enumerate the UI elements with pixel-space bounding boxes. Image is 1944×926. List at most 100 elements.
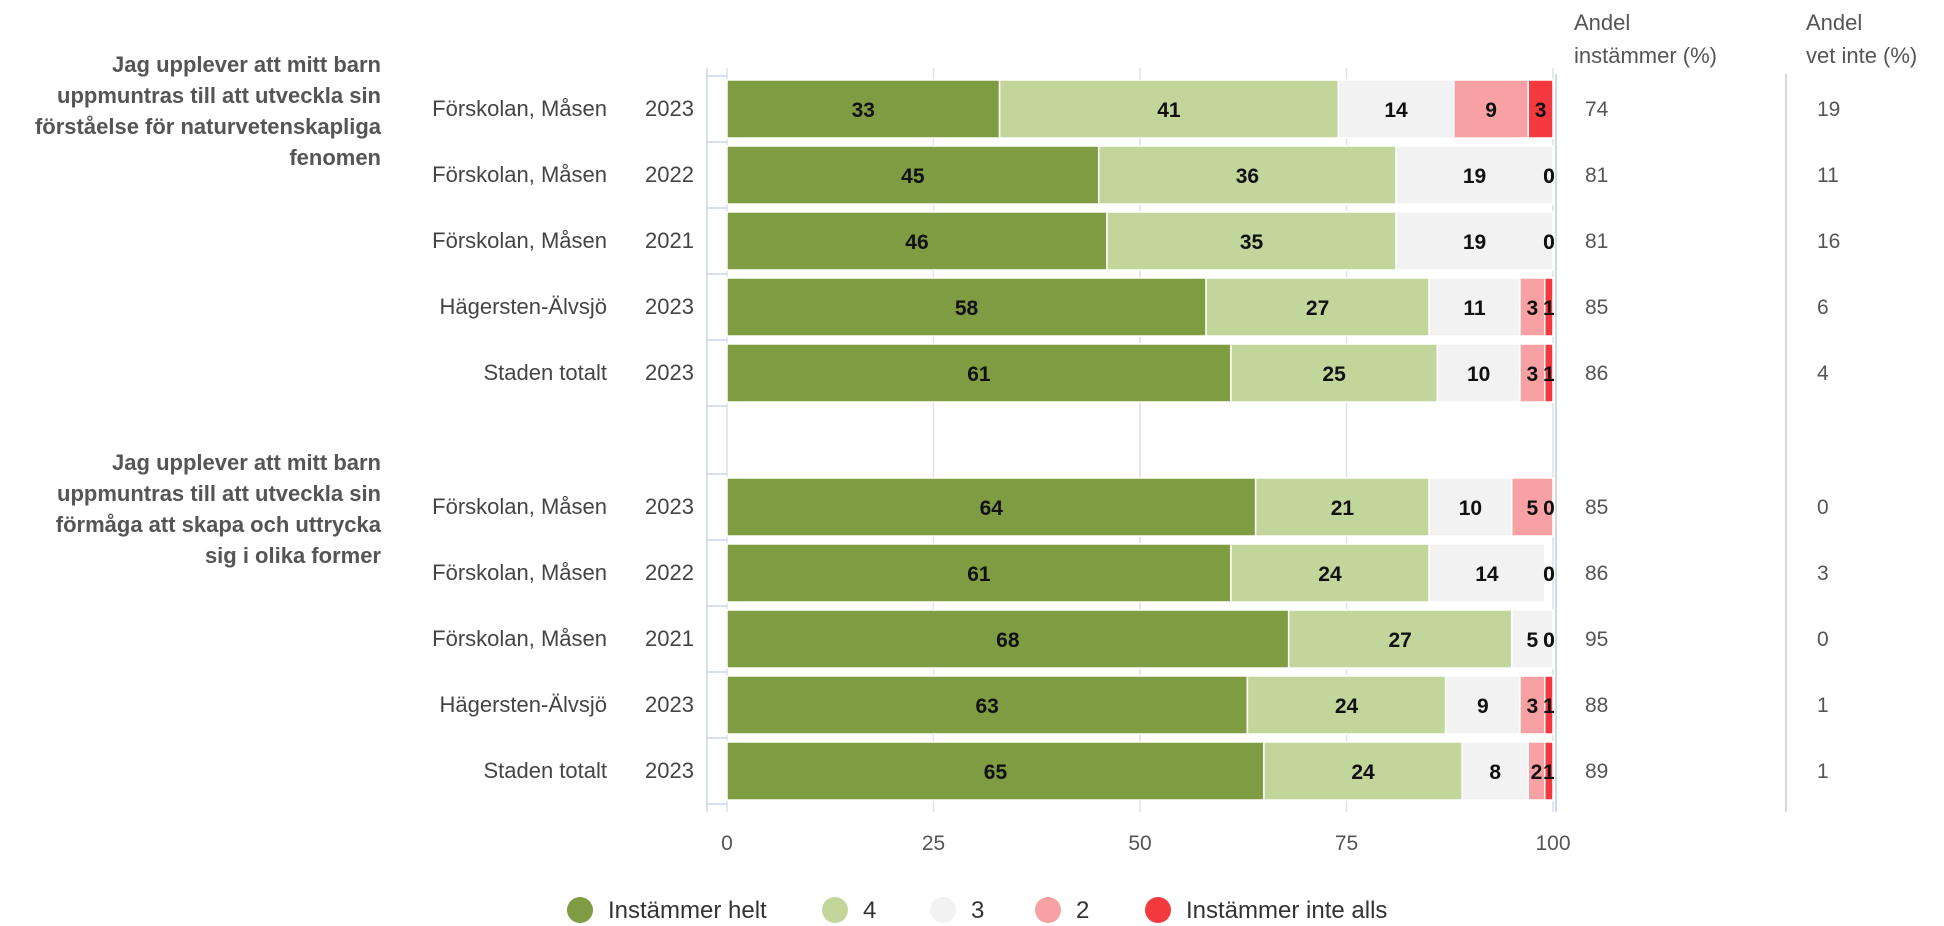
bar-value-label: 0 bbox=[1543, 629, 1555, 652]
bar-value-label: 1 bbox=[1543, 761, 1555, 784]
legend-item[interactable]: Instämmer inte alls bbox=[1145, 897, 1387, 924]
legend-marker bbox=[1145, 897, 1171, 923]
dontknow-value: 19 bbox=[1817, 98, 1840, 121]
bar-segment bbox=[726, 145, 1100, 205]
bar-segment bbox=[1230, 343, 1439, 403]
row-year-label: 2023 bbox=[645, 360, 694, 385]
bar-value-label: 0 bbox=[1543, 231, 1555, 254]
agree-value: 81 bbox=[1585, 230, 1608, 253]
legend-item[interactable]: 3 bbox=[930, 897, 984, 924]
bar-row: 64 21 10 5 0 bbox=[726, 477, 1555, 537]
row-year-label: 2023 bbox=[645, 96, 694, 121]
legend-marker bbox=[930, 897, 956, 923]
question-label-line: Jag upplever att mitt barn bbox=[112, 450, 381, 475]
dontknow-value: 3 bbox=[1817, 562, 1829, 585]
row-year-label: 2021 bbox=[645, 626, 694, 651]
question-label-line: sig i olika former bbox=[205, 543, 381, 568]
bar-value-label: 5 bbox=[1527, 629, 1539, 652]
bar-row: 46 35 19 00 bbox=[726, 211, 1555, 271]
bar-row: 68 27 5 00 bbox=[726, 609, 1555, 669]
bar-value-label: 3 bbox=[1527, 363, 1539, 386]
bar-value-label: 65 bbox=[984, 761, 1008, 784]
legend-label: 3 bbox=[971, 897, 984, 924]
bar-value-label: 10 bbox=[1467, 363, 1490, 386]
row-unit-label: Förskolan, Måsen bbox=[432, 96, 607, 121]
bar-segment bbox=[1395, 211, 1554, 271]
agree-value: 74 bbox=[1585, 98, 1609, 121]
row-year-label: 2022 bbox=[645, 560, 694, 585]
legend-marker bbox=[1035, 897, 1061, 923]
bar-segment bbox=[1246, 675, 1447, 735]
agree-value: 86 bbox=[1585, 362, 1608, 385]
row-unit-label: Förskolan, Måsen bbox=[432, 626, 607, 651]
bar-value-label: 61 bbox=[967, 363, 991, 386]
bar-value-label: 0 bbox=[1543, 497, 1555, 520]
agree-value: 85 bbox=[1585, 496, 1608, 519]
bar-value-label: 45 bbox=[901, 165, 925, 188]
bar-segment bbox=[998, 79, 1339, 139]
dontknow-value: 6 bbox=[1817, 296, 1829, 319]
legend-item[interactable]: 2 bbox=[1035, 897, 1089, 924]
bar-value-label: 1 bbox=[1543, 363, 1555, 386]
agree-value: 95 bbox=[1585, 628, 1608, 651]
bar-value-label: 3 bbox=[1527, 695, 1539, 718]
bar-segment bbox=[1205, 277, 1430, 337]
bar-value-label: 36 bbox=[1236, 165, 1259, 188]
legend-item[interactable]: 4 bbox=[822, 897, 876, 924]
bar-segment bbox=[1519, 343, 1546, 403]
bar-segment bbox=[1395, 145, 1554, 205]
legend-item[interactable]: Instämmer helt bbox=[567, 897, 767, 924]
x-tick-label: 100 bbox=[1535, 832, 1570, 855]
bar-segment bbox=[726, 79, 1001, 139]
bar-segment bbox=[1543, 343, 1554, 403]
row-unit-label: Staden totalt bbox=[483, 360, 607, 385]
bar-value-label: 2 bbox=[1531, 761, 1543, 784]
bar-value-label: 0 bbox=[1543, 563, 1555, 586]
bar-value-label: 24 bbox=[1335, 695, 1359, 718]
bar-value-label: 9 bbox=[1485, 99, 1497, 122]
bar-row: 65 24 8 2 1 bbox=[726, 741, 1555, 801]
x-tick-label: 0 bbox=[721, 832, 733, 855]
row-year-label: 2023 bbox=[645, 294, 694, 319]
bar-value-label: 0 bbox=[1543, 629, 1555, 652]
bar-value-label: 9 bbox=[1477, 695, 1489, 718]
bar-value-label: 11 bbox=[1463, 297, 1486, 320]
dontknow-value: 16 bbox=[1817, 230, 1840, 253]
x-tick-label: 25 bbox=[922, 832, 945, 855]
bar-segment bbox=[1106, 211, 1397, 271]
row-year-label: 2021 bbox=[645, 228, 694, 253]
bar-row: 63 24 9 3 1 bbox=[726, 675, 1555, 735]
bar-value-label: 25 bbox=[1322, 363, 1346, 386]
bar-value-label: 63 bbox=[976, 695, 999, 718]
x-axis: 0 25 50 75 100 bbox=[721, 832, 1570, 855]
bar-segment bbox=[726, 675, 1249, 735]
bar-segment bbox=[726, 343, 1232, 403]
row-unit-label: Förskolan, Måsen bbox=[432, 560, 607, 585]
bar-segment bbox=[1287, 609, 1513, 669]
bar-value-label: 27 bbox=[1306, 297, 1329, 320]
bar-segment bbox=[1230, 543, 1430, 603]
legend-label: Instämmer inte alls bbox=[1186, 897, 1387, 924]
row-labels: Jag upplever att mitt barn uppmuntras til… bbox=[35, 52, 694, 783]
row-unit-label: Förskolan, Måsen bbox=[432, 494, 607, 519]
bar-value-label: 33 bbox=[852, 99, 875, 122]
agree-value: 88 bbox=[1585, 694, 1608, 717]
bar-segment bbox=[1543, 741, 1554, 801]
bar-segment bbox=[1543, 277, 1554, 337]
bar-segment bbox=[726, 543, 1232, 603]
bar-value-label: 1 bbox=[1543, 695, 1555, 718]
agree-value: 86 bbox=[1585, 562, 1608, 585]
bar-value-label: 27 bbox=[1389, 629, 1412, 652]
legend-label: 2 bbox=[1076, 897, 1089, 924]
question-label-line: uppmuntras till att utveckla sin bbox=[57, 481, 381, 506]
bar-value-label: 19 bbox=[1463, 231, 1486, 254]
row-unit-label: Förskolan, Måsen bbox=[432, 228, 607, 253]
bar-segment bbox=[1263, 741, 1463, 801]
row-unit-label: Hägersten-Älvsjö bbox=[439, 294, 607, 319]
x-tick-label: 75 bbox=[1335, 832, 1358, 855]
agree-header-line1: Andel bbox=[1574, 10, 1630, 35]
dontknow-header-line1: Andel bbox=[1806, 10, 1862, 35]
bar-segment bbox=[1461, 741, 1529, 801]
